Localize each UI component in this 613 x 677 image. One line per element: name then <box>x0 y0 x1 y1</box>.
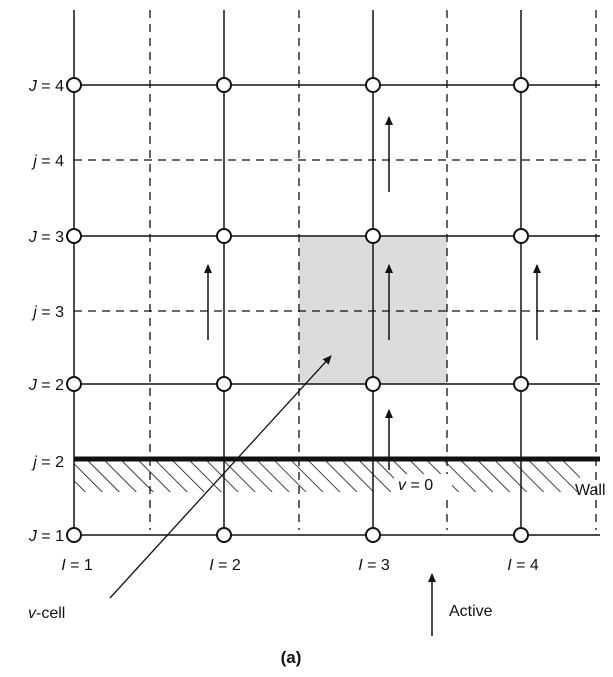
grid-node <box>216 77 232 93</box>
row-label-j3: j = 3 <box>31 304 64 321</box>
grid-node <box>216 228 232 244</box>
v-zero-label-bg <box>394 474 452 494</box>
row-label-j4: j = 4 <box>31 153 64 170</box>
grid-node <box>365 77 381 93</box>
grid-node <box>216 376 232 392</box>
active-label: Active <box>449 603 493 620</box>
grid-node <box>365 376 381 392</box>
grid-node <box>513 228 529 244</box>
row-label-J2: J = 2 <box>28 377 64 394</box>
grid-node <box>513 527 529 543</box>
v-zero-label: v = 0 <box>398 477 433 494</box>
grid-node <box>216 527 232 543</box>
col-label-I3: I = 3 <box>358 557 390 574</box>
grid-node <box>513 376 529 392</box>
v-cell-pointer-arrow <box>109 355 332 599</box>
grid-node <box>66 376 82 392</box>
col-label-I1: I = 1 <box>61 557 93 574</box>
row-label-J1: J = 1 <box>28 528 64 545</box>
grid-node <box>365 228 381 244</box>
col-label-I2: I = 2 <box>209 557 241 574</box>
grid-node <box>66 527 82 543</box>
grid-node <box>365 527 381 543</box>
row-label-J4: J = 4 <box>28 78 64 95</box>
row-label-j2: j = 2 <box>31 454 64 471</box>
figure-caption: (a) <box>281 648 302 667</box>
wall-hatch <box>74 461 580 492</box>
col-label-I4: I = 4 <box>507 557 539 574</box>
grid-node <box>513 77 529 93</box>
wall-label: Wall <box>575 482 606 499</box>
v-cell-label: v-cell <box>28 605 65 622</box>
grid-node <box>66 228 82 244</box>
grid-node <box>66 77 82 93</box>
grid-nodes <box>66 77 529 543</box>
row-label-J3: J = 3 <box>28 229 64 246</box>
